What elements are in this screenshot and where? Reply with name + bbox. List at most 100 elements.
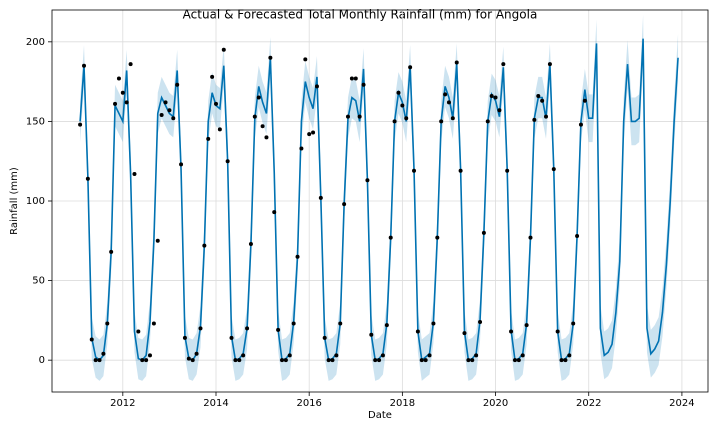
- actual-point: [345, 114, 350, 119]
- actual-point: [435, 235, 440, 240]
- actual-point: [206, 136, 211, 141]
- actual-point: [505, 168, 510, 173]
- actual-point: [248, 241, 253, 246]
- actual-point: [89, 337, 94, 342]
- actual-point: [547, 62, 552, 67]
- actual-point: [241, 353, 246, 358]
- actual-point: [124, 100, 129, 105]
- actual-point: [555, 329, 560, 334]
- actual-point: [314, 84, 319, 89]
- actual-point: [423, 358, 428, 363]
- actual-point: [186, 356, 191, 361]
- actual-point: [365, 178, 370, 183]
- actual-point: [256, 95, 261, 100]
- x-tick-label: 2022: [576, 398, 601, 409]
- actual-point: [400, 103, 405, 108]
- actual-point: [458, 168, 463, 173]
- actual-point: [272, 210, 277, 215]
- actual-point: [190, 358, 195, 363]
- actual-point: [167, 108, 172, 113]
- actual-point: [454, 60, 459, 65]
- actual-point: [140, 358, 145, 363]
- actual-point: [136, 329, 141, 334]
- actual-point: [431, 321, 436, 326]
- actual-point: [338, 321, 343, 326]
- actual-point: [582, 98, 587, 103]
- actual-point: [252, 114, 257, 119]
- actual-point: [245, 326, 250, 331]
- actual-point: [334, 353, 339, 358]
- actual-point: [221, 47, 226, 52]
- actual-point: [497, 108, 502, 113]
- actual-point: [311, 130, 316, 135]
- y-tick-label: 200: [26, 37, 45, 48]
- actual-point: [78, 122, 83, 127]
- y-tick-label: 150: [26, 116, 45, 127]
- actual-point: [512, 358, 517, 363]
- x-tick-label: 2018: [390, 398, 415, 409]
- actual-point: [516, 358, 521, 363]
- actual-point: [369, 332, 374, 337]
- actual-point: [536, 93, 541, 98]
- actual-point: [182, 335, 187, 340]
- actual-point: [509, 329, 514, 334]
- actual-point: [544, 114, 549, 119]
- actual-point: [151, 321, 156, 326]
- actual-point: [559, 358, 564, 363]
- actual-point: [532, 117, 537, 122]
- actual-point: [466, 358, 471, 363]
- actual-point: [128, 62, 133, 67]
- actual-point: [147, 353, 152, 358]
- actual-point: [214, 101, 218, 106]
- actual-point: [330, 358, 335, 363]
- actual-point: [295, 254, 300, 259]
- actual-point: [349, 76, 354, 81]
- actual-point: [563, 358, 568, 363]
- actual-point: [299, 146, 304, 151]
- actual-point: [478, 319, 483, 324]
- actual-point: [439, 119, 444, 124]
- x-tick-label: 2014: [203, 398, 228, 409]
- actual-point: [163, 100, 168, 105]
- actual-point: [113, 101, 118, 106]
- actual-point: [446, 100, 451, 105]
- actual-point: [229, 335, 234, 340]
- actual-point: [578, 122, 583, 127]
- plot: 2012 2014 2016 2018 2020 2022 2024 0 50 100 150 200: [26, 9, 709, 409]
- x-tick-label: 2016: [296, 398, 321, 409]
- actual-point: [179, 162, 184, 167]
- actual-point: [470, 358, 475, 363]
- actual-point: [392, 119, 397, 124]
- actual-point: [377, 358, 382, 363]
- actual-point: [116, 76, 121, 81]
- actual-point: [551, 167, 556, 172]
- actual-point: [540, 98, 545, 103]
- actual-point: [287, 353, 292, 358]
- actual-point: [291, 321, 296, 326]
- actual-point: [264, 135, 269, 140]
- chart-title: Actual & Forecasted Total Monthly Rainfa…: [183, 8, 538, 22]
- y-axis-label: Rainfall (mm): [9, 167, 20, 235]
- actual-point: [501, 62, 506, 67]
- actual-point: [303, 57, 308, 62]
- actual-point: [105, 321, 110, 326]
- actual-point: [353, 76, 358, 81]
- actual-point: [575, 234, 580, 239]
- actual-point: [524, 323, 529, 328]
- actual-point: [427, 353, 432, 358]
- actual-point: [571, 321, 576, 326]
- y-tick-label: 100: [26, 196, 45, 207]
- actual-point: [520, 353, 525, 358]
- actual-point: [202, 243, 207, 248]
- actual-point: [276, 327, 281, 332]
- actual-point: [380, 353, 385, 358]
- actual-point: [481, 230, 486, 235]
- actual-point: [415, 329, 420, 334]
- actual-point: [144, 358, 149, 363]
- actual-point: [528, 235, 533, 240]
- actual-point: [93, 358, 98, 363]
- actual-point: [198, 326, 203, 331]
- y-tick-label: 50: [32, 276, 45, 287]
- actual-point: [388, 235, 393, 240]
